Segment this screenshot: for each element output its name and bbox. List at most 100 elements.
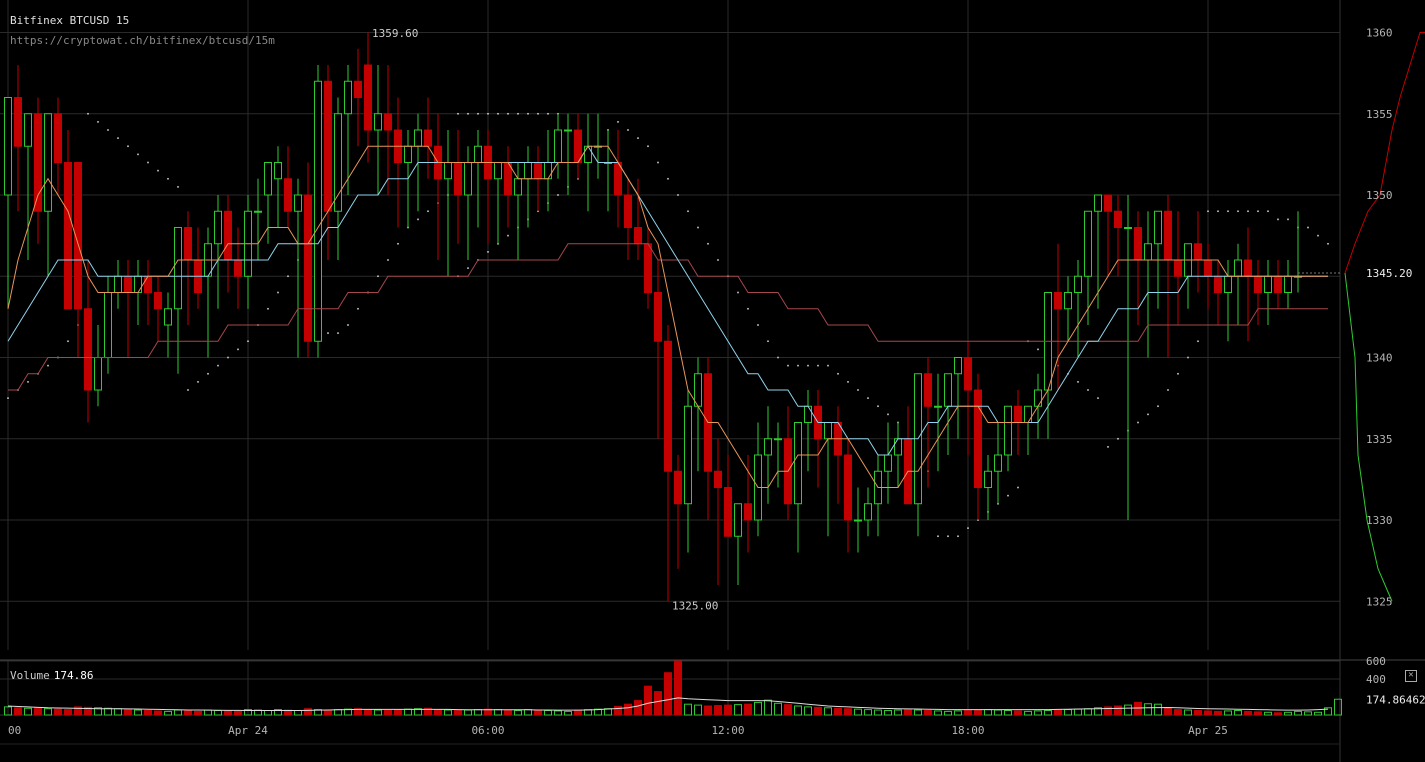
sar-dot [887,413,889,416]
candle-body [824,422,832,440]
volume-bar [754,701,762,716]
sar-dot [167,177,169,180]
volume-bar [1304,711,1312,716]
sar-dot [197,381,199,383]
close-volume-panel-icon[interactable]: ✕ [1405,670,1417,682]
candle-body [1234,259,1242,277]
candle-body [584,145,592,163]
candle-body [544,162,552,180]
volume-bar [34,707,42,716]
candle-body [454,162,462,196]
candle-body [314,80,322,342]
volume-bar [274,709,282,716]
volume-bar [44,708,52,716]
volume-bar [84,706,92,716]
sar-dot [717,259,719,261]
volume-bar [1154,703,1162,716]
volume-bar [1054,709,1062,716]
sar-dot [1257,210,1259,213]
volume-bar [304,708,312,716]
candle-body [1154,210,1162,245]
candle-body [1024,405,1032,423]
candle-body [884,454,892,472]
candle-body [24,113,32,147]
candle-body [1084,210,1092,277]
volume-bar [624,703,632,716]
candle-body [734,503,742,537]
sar-dot [117,137,119,139]
candle-body [554,129,562,163]
volume-label: Volume 174.86 [10,669,94,682]
volume-bar [1164,707,1172,716]
candle-body [724,487,732,537]
price-tick-label: 1340 [1366,352,1393,365]
sar-dot [787,364,789,367]
candle-body [774,438,782,441]
candle-body [444,162,452,180]
candle-body [224,210,232,261]
sar-dot [217,364,219,367]
volume-bar [1284,711,1292,716]
sar-dot [1017,486,1019,489]
sar-dot [757,324,759,326]
sar-dot [637,137,639,139]
sar-dot [327,332,329,334]
volume-bar [1104,706,1112,716]
sar-dot [657,161,659,164]
volume-bar [144,710,152,716]
candle-body [374,113,382,131]
volume-bar [704,705,712,716]
sar-dot [687,210,689,213]
volume-bar [334,709,342,716]
volume-bar [654,691,662,716]
volume-average-line [7,697,1340,711]
candle-body [764,438,772,456]
price-tick-label: 1355 [1366,108,1393,121]
candle-body [124,275,132,293]
sar-dot [1007,494,1009,497]
volume-bar [784,704,792,716]
price-tick-label: 1330 [1366,514,1393,527]
candle-body [1204,259,1212,277]
volume-bar [1314,711,1322,716]
candle-body [924,373,932,407]
sar-dot [667,177,669,180]
sar-dot [1307,226,1309,229]
volume-bar [174,709,182,716]
volume-bar [564,710,572,716]
volume-bar [924,710,932,716]
volume-bar [424,707,432,716]
volume-bar [234,710,242,716]
volume-bar [1084,708,1092,716]
sar-dot [1197,340,1199,343]
volume-bar [194,710,202,716]
candle-body [1214,275,1222,293]
candle-body [84,308,92,391]
sar-dot [827,364,829,367]
volume-bar [1174,709,1182,716]
sar-dot [707,242,709,245]
volume-bar [834,707,842,716]
volume-bar [1294,710,1302,716]
volume-bar [314,709,322,716]
candle-body [944,373,952,407]
candle-body [64,162,72,310]
volume-bar [804,706,812,716]
volume-bar [1204,710,1212,716]
price-tick-label: 1350 [1366,189,1393,202]
sar-dot [1207,210,1209,213]
volume-tick-label: 400 [1366,673,1386,686]
price-tick-label: 1325 [1366,595,1393,608]
chart-url[interactable]: https://cryptowat.ch/bitfinex/btcusd/15m [10,34,275,47]
volume-bar [1064,709,1072,716]
sar-dot [467,267,469,269]
sar-dot [1137,421,1139,424]
volume-bar [1194,710,1202,716]
candle-body [984,470,992,488]
chart-title: Bitfinex BTCUSD 15 [10,14,130,27]
sma_mid-line [7,145,1328,456]
volume-bar [294,710,302,716]
volume-bar [894,709,902,716]
volume-bar [474,709,482,716]
